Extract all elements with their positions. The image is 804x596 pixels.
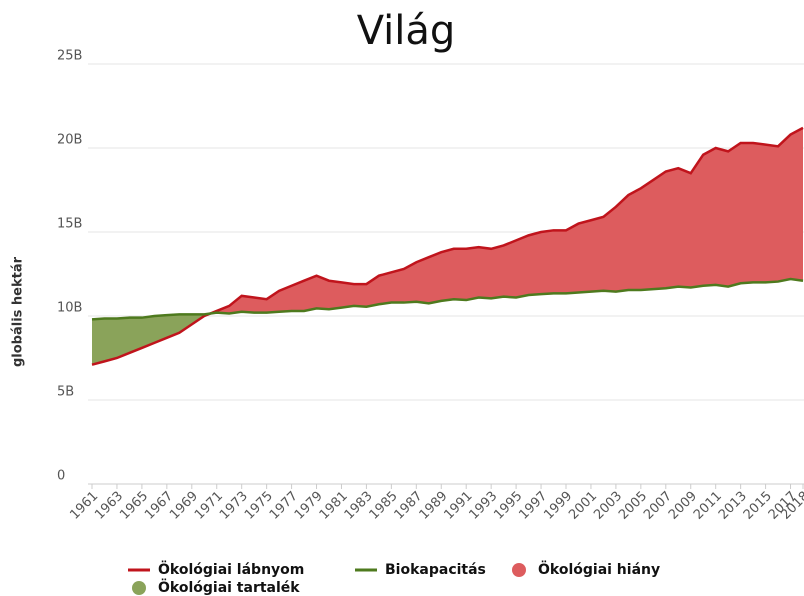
x-tick-label: 1985 bbox=[367, 489, 401, 523]
chart-title: Világ bbox=[357, 8, 456, 54]
y-tick-label: 0 bbox=[57, 469, 65, 484]
x-tick-label: 1961 bbox=[67, 489, 101, 523]
x-tick-label: 2003 bbox=[591, 489, 625, 523]
y-tick-label: 5B bbox=[57, 385, 74, 400]
legend-swatch bbox=[132, 581, 146, 595]
x-tick-label: 2013 bbox=[716, 489, 750, 523]
x-tick-label: 1979 bbox=[292, 489, 326, 523]
x-tick-label: 2009 bbox=[666, 489, 700, 523]
x-tick-label: 1973 bbox=[217, 489, 251, 523]
x-tick-label: 1993 bbox=[466, 489, 500, 523]
deficit-area bbox=[92, 127, 803, 320]
x-tick-label: 1969 bbox=[167, 489, 201, 523]
x-tick-label: 2015 bbox=[741, 489, 775, 523]
x-tick-label: 2007 bbox=[641, 489, 675, 523]
legend-label: Biokapacitás bbox=[385, 562, 486, 578]
y-tick-label: 10B bbox=[57, 301, 82, 316]
x-tick-label: 2011 bbox=[691, 489, 725, 523]
y-axis-label: globális hektár bbox=[11, 256, 26, 367]
x-tick-label: 1995 bbox=[491, 489, 525, 523]
x-tick-label: 1967 bbox=[142, 489, 176, 523]
x-tick-label: 2001 bbox=[566, 489, 600, 523]
legend-label: Ökológiai tartalék bbox=[158, 578, 300, 596]
x-tick-label: 1997 bbox=[516, 489, 550, 523]
legend-label: Ökológiai lábnyom bbox=[158, 560, 304, 578]
legend-label: Ökológiai hiány bbox=[538, 560, 660, 578]
x-tick-label: 1987 bbox=[392, 489, 426, 523]
y-tick-label: 15B bbox=[57, 217, 82, 232]
x-tick-label: 1971 bbox=[192, 489, 226, 523]
x-tick-label: 1977 bbox=[267, 489, 301, 523]
x-tick-label: 2005 bbox=[616, 489, 650, 523]
x-tick-label: 1981 bbox=[317, 489, 351, 523]
x-tick-label: 1975 bbox=[242, 489, 276, 523]
x-tick-label: 1991 bbox=[442, 489, 476, 523]
y-tick-label: 25B bbox=[57, 49, 82, 64]
reserve-area bbox=[92, 279, 803, 365]
x-tick-label: 1999 bbox=[541, 489, 575, 523]
x-tick-label: 1989 bbox=[417, 489, 451, 523]
legend-swatch bbox=[512, 563, 526, 577]
y-tick-label: 20B bbox=[57, 133, 82, 148]
x-tick-label: 1965 bbox=[117, 489, 151, 523]
series-line bbox=[91, 277, 804, 321]
x-tick-label: 1963 bbox=[92, 489, 126, 523]
x-tick-label: 1983 bbox=[342, 489, 376, 523]
